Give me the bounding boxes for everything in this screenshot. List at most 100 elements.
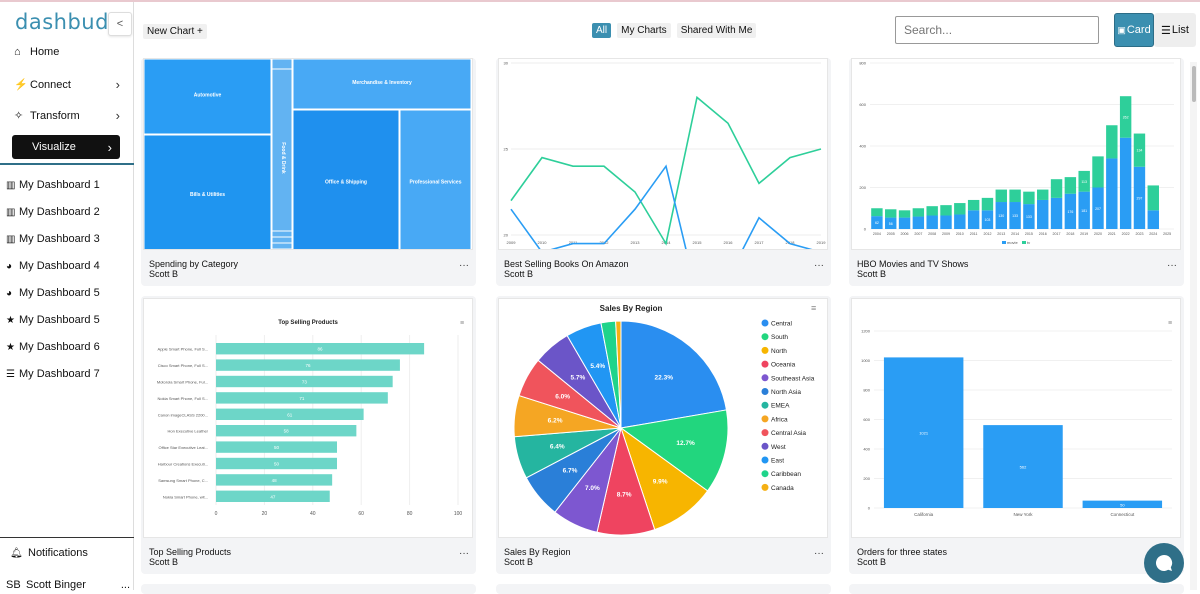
card-view-button[interactable]: ▣ Card (1114, 13, 1154, 47)
chart-preview[interactable]: Sales By Region ≡ 22.3% 12.7% 9.9% 8.7% 7.0% 6.… (498, 298, 828, 538)
bar-value-label: 48 (272, 478, 278, 483)
app-logo[interactable]: dashbud (15, 10, 109, 34)
legend-label: movie (1007, 240, 1018, 245)
bar-value-label: 562 (1020, 465, 1027, 470)
x-tick-label: 2018 (1066, 232, 1074, 236)
legend-swatch (761, 388, 769, 395)
bar-movie (926, 215, 938, 229)
chart-card-title[interactable]: Sales By Region (504, 547, 571, 557)
x-tick-label: 2025 (1163, 232, 1171, 236)
sidebar-item-dashboard[interactable]: ◕ My Dashboard 4 (6, 260, 100, 272)
star-icon: ★ (6, 341, 15, 353)
chart-card-partial[interactable] (496, 584, 831, 594)
chart-preview[interactable]: ≡ 0 200 400 600 800 1000 1200 1021 California 562 N… (851, 298, 1181, 538)
card-view-label: Card (1126, 24, 1151, 36)
card-more-icon[interactable]: ··· (459, 260, 469, 271)
bar-value-label: 103 (985, 218, 991, 222)
chat-button[interactable] (1144, 543, 1184, 583)
bar-chart-icon: ▥ (6, 206, 16, 218)
category-label: Motorola Smart Phone, Ful... (157, 380, 208, 385)
card-more-icon[interactable]: ··· (814, 260, 824, 271)
bar (216, 343, 425, 355)
x-tick-label: 2013 (631, 240, 641, 245)
chart-preview[interactable]: 20 25 30 2009 2010 2011 2012 2013 2014 2015 2016 20… (498, 58, 828, 250)
chart-svg: Automotive Bills & Utilities Food & Drink M… (144, 59, 472, 249)
bar-chart-icon: ▥ (6, 233, 16, 245)
legend-label: tv (1027, 240, 1030, 245)
user-menu[interactable]: SB Scott Binger ... (6, 579, 130, 591)
category-label: Hon Executive Leather (168, 429, 209, 434)
notifications-link[interactable]: 🔔︎ Notifications (10, 547, 88, 559)
y-tick-label: 600 (859, 102, 866, 107)
sidebar-item-dashboard[interactable]: ★ My Dashboard 5 (6, 314, 100, 326)
legend-swatch (1002, 241, 1006, 244)
nav-visualize[interactable]: Visualize › (12, 135, 120, 159)
nav-connect[interactable]: ⚡ Connect › (14, 77, 120, 92)
bar-movie (898, 217, 911, 229)
nav-transform[interactable]: ✧ Transform › (14, 108, 120, 123)
x-tick-label: 2016 (1039, 232, 1047, 236)
bar-tv (1078, 170, 1090, 192)
chart-preview[interactable]: 0 200 400 600 800 62 2004 56 2005 2006 2007 2008 200… (851, 58, 1181, 250)
x-tick-label: 20 (262, 511, 268, 517)
chart-preview[interactable]: Automotive Bills & Utilities Food & Drink M… (143, 58, 473, 250)
x-tick-label: 2023 (1135, 232, 1143, 236)
chart-preview[interactable]: Top Selling Products ≡ 0 20 40 60 80 100 86 Apple… (143, 298, 473, 538)
chart-card-title[interactable]: HBO Movies and TV Shows (857, 259, 969, 269)
bar-value-label: 262 (1123, 115, 1129, 119)
list-icon: ☰ (6, 368, 15, 380)
user-more-icon[interactable]: ... (120, 579, 130, 591)
chart-card-title[interactable]: Spending by Category (149, 259, 239, 269)
sidebar-item-dashboard[interactable]: ▥ My Dashboard 1 (6, 179, 100, 191)
chart-card-partial[interactable] (849, 584, 1184, 594)
card-more-icon[interactable]: ··· (1167, 260, 1177, 271)
pie-slice (615, 320, 622, 429)
bar-value-label: 50 (1120, 502, 1125, 507)
x-tick-label: 2016 (724, 240, 734, 245)
filter-all[interactable]: All (592, 23, 612, 38)
scrollbar-track[interactable] (1190, 62, 1197, 590)
wand-icon: ✧ (14, 110, 24, 122)
new-chart-button[interactable]: New Chart + (143, 24, 207, 39)
category-label: Nokia Smart Phone, Full S... (158, 396, 208, 401)
x-tick-label: 2011 (970, 232, 978, 236)
sidebar-item-dashboard[interactable]: ★ My Dashboard 6 (6, 341, 100, 353)
chart-card-partial[interactable] (141, 584, 476, 594)
series-line (510, 95, 822, 246)
scrollbar-thumb[interactable] (1192, 66, 1196, 102)
chart-card-title[interactable]: Best Selling Books On Amazon (504, 259, 629, 269)
bar-tv (1050, 179, 1063, 198)
legend-label: Caribbean (771, 471, 801, 478)
legend-swatch (761, 319, 769, 327)
card-more-icon[interactable]: ··· (814, 548, 824, 559)
sidebar-item-dashboard[interactable]: ◕ My Dashboard 5 (6, 287, 100, 299)
card-more-icon[interactable]: ··· (459, 548, 469, 559)
filter-my-charts[interactable]: My Charts (617, 23, 671, 38)
sidebar-item-dashboard[interactable]: ▥ My Dashboard 2 (6, 206, 100, 218)
search-input[interactable] (895, 16, 1099, 44)
category-label: Nokia Smart Phone, wit... (163, 494, 208, 499)
dashboard-label: My Dashboard 2 (19, 206, 100, 218)
nav-home[interactable]: ⌂ Home (14, 46, 120, 58)
filter-shared-with-me[interactable]: Shared With Me (676, 23, 757, 38)
nav-transform-label: Transform (30, 109, 80, 122)
nav-connect-label: Connect (30, 78, 71, 91)
y-tick-label: 0 (868, 506, 871, 511)
bar-value-label: 76 (305, 363, 311, 368)
chart-card-title[interactable]: Top Selling Products (149, 547, 232, 557)
x-tick-label: 2013 (997, 232, 1005, 236)
legend-label: West (771, 444, 786, 451)
y-tick-label: 30 (504, 61, 509, 66)
collapse-sidebar-button[interactable]: < (108, 12, 132, 36)
x-tick-label: 2017 (755, 240, 765, 245)
bar-tv (1037, 189, 1049, 200)
list-view-button[interactable]: ☰ List (1154, 13, 1196, 47)
sidebar-item-dashboard[interactable]: ☰ My Dashboard 7 (6, 368, 100, 380)
chart-card-author: Scott B (149, 269, 179, 279)
chart-card-title[interactable]: Orders for three states (857, 547, 948, 557)
bar-movie (981, 210, 994, 229)
x-tick-label: 2004 (873, 232, 881, 236)
sidebar-item-dashboard[interactable]: ▥ My Dashboard 3 (6, 233, 100, 245)
bar-value-label: 1021 (919, 431, 929, 436)
bar-value-label: 58 (284, 429, 290, 434)
